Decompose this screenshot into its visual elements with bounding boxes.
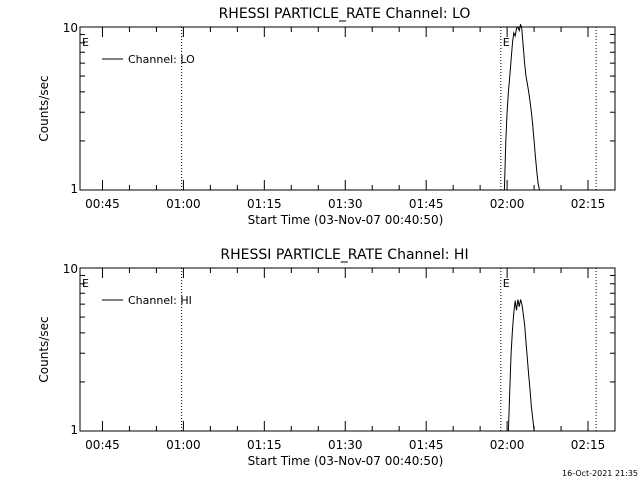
chart-panel-hi: RHESSI PARTICLE_RATE Channel: HI 10 1 Count… xyxy=(37,247,616,468)
y-axis-label: Counts/sec xyxy=(37,75,51,141)
chart-panel-lo: RHESSI PARTICLE_RATE Channel: LO 10 1 Count… xyxy=(37,6,616,227)
y-tick-label: 1 xyxy=(70,423,78,437)
event-marker-label: E xyxy=(82,277,89,290)
event-marker-label: E xyxy=(503,277,510,290)
x-axis-label: Start Time (03-Nov-07 00:40:50) xyxy=(248,213,444,227)
x-tick-label: 02:15 xyxy=(571,438,606,452)
x-tick-label: 01:45 xyxy=(409,197,444,211)
x-tick-label: 01:00 xyxy=(166,438,201,452)
series-line-0 xyxy=(507,299,535,432)
footer-timestamp: 16-Oct-2021 21:35 xyxy=(562,469,638,478)
legend-label: Channel: LO xyxy=(128,53,195,66)
series-line-0 xyxy=(503,24,540,191)
event-marker-label: E xyxy=(82,36,89,49)
x-tick-label: 01:15 xyxy=(247,438,282,452)
plot-frame xyxy=(79,26,616,191)
x-axis-label: Start Time (03-Nov-07 00:40:50) xyxy=(248,454,444,468)
chart-title: RHESSI PARTICLE_RATE Channel: LO xyxy=(219,6,471,22)
x-tick-label: 01:15 xyxy=(247,197,282,211)
legend-label: Channel: HI xyxy=(128,294,192,307)
x-tick-label: 02:15 xyxy=(571,197,606,211)
x-tick-label: 01:30 xyxy=(328,197,363,211)
chart-title: RHESSI PARTICLE_RATE Channel: HI xyxy=(220,247,468,263)
x-tick-label: 02:00 xyxy=(490,438,525,452)
plot-frame xyxy=(79,267,616,432)
y-tick-label: 1 xyxy=(70,182,78,196)
x-tick-label: 02:00 xyxy=(490,197,525,211)
x-tick-label: 01:00 xyxy=(166,197,201,211)
x-tick-label: 00:45 xyxy=(85,438,120,452)
x-tick-label: 01:30 xyxy=(328,438,363,452)
event-marker-label: E xyxy=(503,36,510,49)
y-axis-label: Counts/sec xyxy=(37,316,51,382)
x-tick-label: 01:45 xyxy=(409,438,444,452)
y-tick-label: 10 xyxy=(63,21,78,35)
x-tick-label: 00:45 xyxy=(85,197,120,211)
y-tick-label: 10 xyxy=(63,262,78,276)
